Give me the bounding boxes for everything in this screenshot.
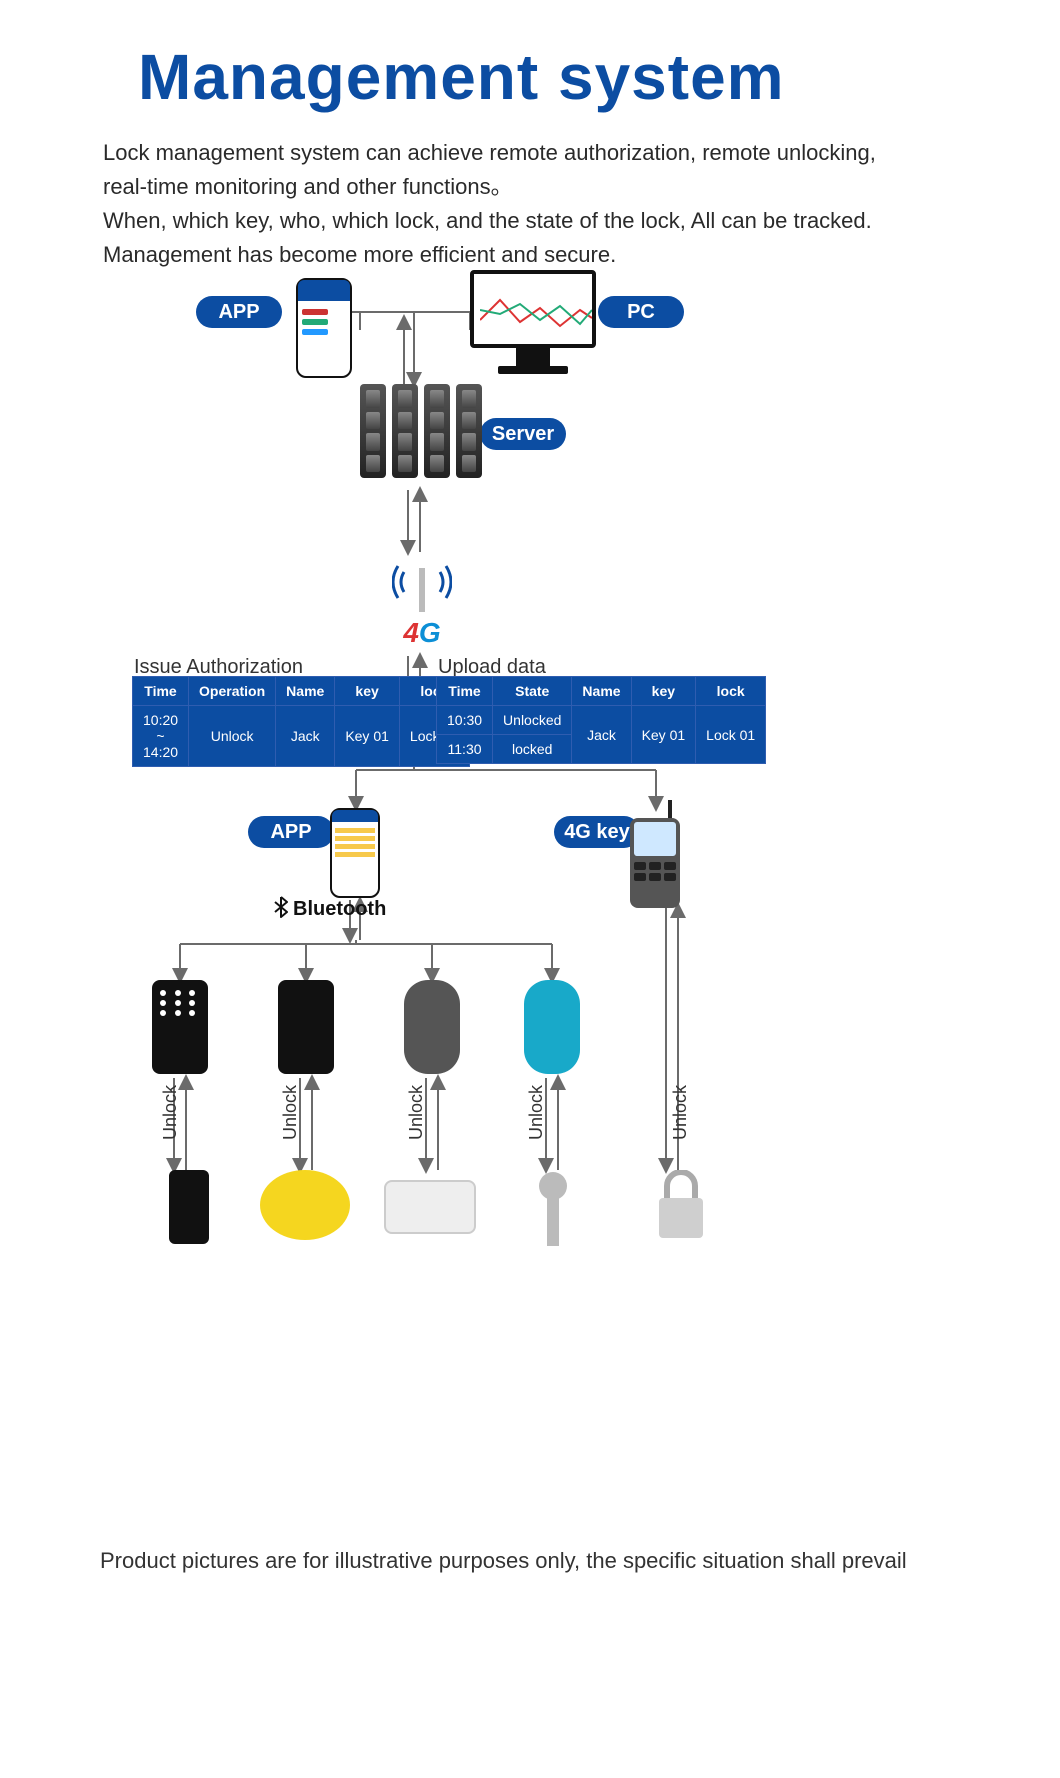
pill-4g-key: 4G key [554,816,640,848]
table-cell: Unlocked [493,706,572,735]
table-header: Name [572,677,631,706]
pill-pc: PC [598,296,684,328]
issue-auth-table: TimeOperationNamekeylock10:20~14:20Unloc… [132,676,470,767]
pill-app-top: APP [196,296,282,328]
table-cell: 11:30 [437,735,493,764]
page-title: Management system [138,40,785,114]
table-header: lock [696,677,766,706]
lock-icon [640,1170,722,1244]
table-header: State [493,677,572,706]
table-header: Name [276,677,335,706]
lock-icon [260,1170,342,1244]
phone-app-top-icon [296,278,352,378]
description-block: Lock management system can achieve remot… [103,136,923,272]
description-line-2: When, which key, who, which lock, and th… [103,204,923,272]
table-cell: Unlock [189,706,276,767]
table-header: Operation [189,677,276,706]
lock-icon [148,1170,230,1244]
unlock-label: Unlock [160,1085,181,1140]
table-cell: 10:20~14:20 [133,706,189,767]
table-row: 10:30UnlockedJackKey 01Lock 01 [437,706,766,735]
lock-icon [384,1170,466,1244]
antenna-4g-icon: 4G [392,552,452,649]
pill-server: Server [480,418,566,450]
table-cell: locked [493,735,572,764]
bt-key-icon [524,980,580,1074]
table-cell: Lock 01 [696,706,766,764]
unlock-label: Unlock [406,1085,427,1140]
table-cell: Key 01 [631,706,696,764]
server-racks-icon [360,384,482,478]
table-cell: 10:30 [437,706,493,735]
bt-key-icon [278,980,334,1074]
unlock-label: Unlock [280,1085,301,1140]
lock-icon [512,1170,594,1244]
table-row: 10:20~14:20UnlockJackKey 01Lock 01 [133,706,470,767]
bluetooth-label: Bluetooth [272,896,386,921]
unlock-label: Unlock [526,1085,547,1140]
table-cell: Jack [276,706,335,767]
radio-4g-key-icon [630,800,680,908]
table-cell: Jack [572,706,631,764]
bluetooth-icon [272,896,290,918]
table-header: Time [437,677,493,706]
unlock-label: Unlock [670,1085,691,1140]
bt-key-icon [152,980,208,1074]
table-header: Time [133,677,189,706]
phone-app-mid-icon [330,808,380,898]
bt-key-icon [404,980,460,1074]
pc-monitor-icon [470,270,596,374]
footer-note: Product pictures are for illustrative pu… [100,1548,907,1574]
table-header: key [631,677,696,706]
description-line-1: Lock management system can achieve remot… [103,136,923,204]
pill-app-mid: APP [248,816,334,848]
upload-data-table: TimeStateNamekeylock10:30UnlockedJackKey… [436,676,766,764]
table-cell: Key 01 [335,706,400,767]
table-header: key [335,677,400,706]
